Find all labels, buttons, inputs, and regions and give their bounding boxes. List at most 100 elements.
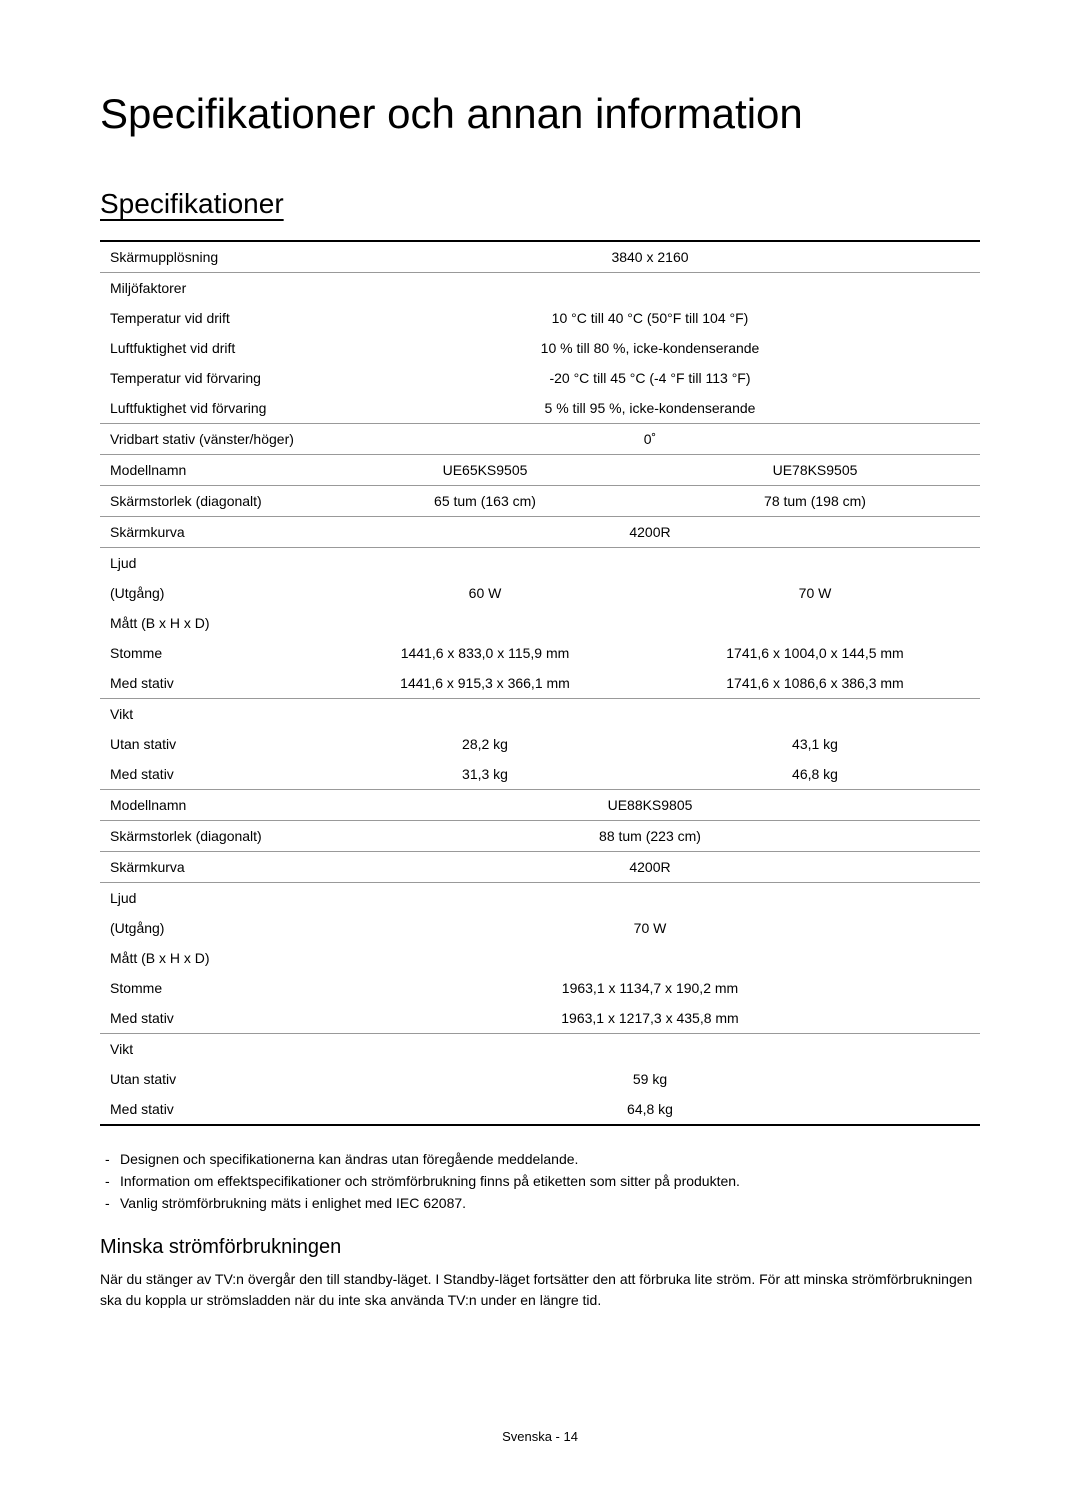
table-row: Skärmkurva 4200R [100, 517, 980, 548]
table-row: (Utgång) 70 W [100, 913, 980, 943]
table-row: Vridbart stativ (vänster/höger) 0˚ [100, 424, 980, 455]
spec-value: 1963,1 x 1134,7 x 190,2 mm [320, 973, 980, 1003]
spec-value: 65 tum (163 cm) [320, 486, 650, 517]
spec-value: 5 % till 95 %, icke-kondenserande [320, 393, 980, 424]
spec-value: UE65KS9505 [320, 455, 650, 486]
spec-label: Utan stativ [100, 729, 320, 759]
notes-list: Designen och specifikationerna kan ändra… [100, 1151, 980, 1211]
spec-label: Temperatur vid drift [100, 303, 320, 333]
spec-value: UE88KS9805 [320, 790, 980, 821]
spec-value: 4200R [320, 517, 980, 548]
body-paragraph: När du stänger av TV:n övergår den till … [100, 1269, 980, 1311]
table-row: Med stativ 1963,1 x 1217,3 x 435,8 mm [100, 1003, 980, 1034]
spec-label: Med stativ [100, 668, 320, 699]
table-row: Vikt [100, 1034, 980, 1065]
spec-label: Mått (B x H x D) [100, 608, 320, 638]
table-row: Luftfuktighet vid drift 10 % till 80 %, … [100, 333, 980, 363]
table-row: Temperatur vid förvaring -20 °C till 45 … [100, 363, 980, 393]
table-row: Utan stativ 28,2 kg 43,1 kg [100, 729, 980, 759]
note-item: Vanlig strömförbrukning mäts i enlighet … [100, 1195, 980, 1211]
spec-label: Skärmkurva [100, 517, 320, 548]
spec-value: 1441,6 x 915,3 x 366,1 mm [320, 668, 650, 699]
page-footer: Svenska - 14 [0, 1429, 1080, 1444]
spec-label: Vikt [100, 1034, 320, 1065]
spec-label: Luftfuktighet vid drift [100, 333, 320, 363]
page-main-title: Specifikationer och annan information [100, 90, 980, 138]
spec-label: Miljöfaktorer [100, 273, 320, 304]
spec-label: Med stativ [100, 1094, 320, 1125]
table-row: Med stativ 1441,6 x 915,3 x 366,1 mm 174… [100, 668, 980, 699]
spec-value: 28,2 kg [320, 729, 650, 759]
spec-label: Stomme [100, 638, 320, 668]
table-row: Skärmupplösning 3840 x 2160 [100, 241, 980, 273]
spec-value: -20 °C till 45 °C (-4 °F till 113 °F) [320, 363, 980, 393]
spec-value [320, 608, 980, 638]
table-row: Stomme 1441,6 x 833,0 x 115,9 mm 1741,6 … [100, 638, 980, 668]
spec-label: Modellnamn [100, 455, 320, 486]
table-row: Skärmstorlek (diagonalt) 65 tum (163 cm)… [100, 486, 980, 517]
table-row: Stomme 1963,1 x 1134,7 x 190,2 mm [100, 973, 980, 1003]
spec-label: Temperatur vid förvaring [100, 363, 320, 393]
subsection-title: Minska strömförbrukningen [100, 1236, 980, 1259]
spec-value: 1963,1 x 1217,3 x 435,8 mm [320, 1003, 980, 1034]
spec-label: Vikt [100, 699, 320, 730]
spec-label: Skärmstorlek (diagonalt) [100, 486, 320, 517]
spec-label: Modellnamn [100, 790, 320, 821]
spec-label: Skärmupplösning [100, 241, 320, 273]
table-row: Med stativ 64,8 kg [100, 1094, 980, 1125]
spec-label: Vridbart stativ (vänster/höger) [100, 424, 320, 455]
spec-value: 60 W [320, 578, 650, 608]
spec-label: Mått (B x H x D) [100, 943, 320, 973]
spec-label: (Utgång) [100, 578, 320, 608]
table-row: Modellnamn UE65KS9505 UE78KS9505 [100, 455, 980, 486]
spec-label: Stomme [100, 973, 320, 1003]
table-row: Med stativ 31,3 kg 46,8 kg [100, 759, 980, 790]
spec-label: (Utgång) [100, 913, 320, 943]
table-row: Utan stativ 59 kg [100, 1064, 980, 1094]
table-row: (Utgång) 60 W 70 W [100, 578, 980, 608]
table-row: Miljöfaktorer [100, 273, 980, 304]
spec-value: 43,1 kg [650, 729, 980, 759]
spec-value: 70 W [320, 913, 980, 943]
note-item: Information om effektspecifikationer och… [100, 1173, 980, 1189]
table-row: Mått (B x H x D) [100, 943, 980, 973]
spec-value: 31,3 kg [320, 759, 650, 790]
spec-table: Skärmupplösning 3840 x 2160 Miljöfaktore… [100, 240, 980, 1126]
spec-value [320, 1034, 980, 1065]
spec-value: 0˚ [320, 424, 980, 455]
spec-value [320, 943, 980, 973]
table-row: Skärmstorlek (diagonalt) 88 tum (223 cm) [100, 821, 980, 852]
spec-value: 10 °C till 40 °C (50°F till 104 °F) [320, 303, 980, 333]
spec-value: 3840 x 2160 [320, 241, 980, 273]
spec-value: 1441,6 x 833,0 x 115,9 mm [320, 638, 650, 668]
spec-value: 70 W [650, 578, 980, 608]
spec-value: 1741,6 x 1086,6 x 386,3 mm [650, 668, 980, 699]
table-row: Ljud [100, 548, 980, 579]
spec-value [320, 699, 980, 730]
spec-value [320, 273, 980, 304]
spec-label: Skärmstorlek (diagonalt) [100, 821, 320, 852]
spec-value: 1741,6 x 1004,0 x 144,5 mm [650, 638, 980, 668]
section-title: Specifikationer [100, 188, 980, 220]
spec-value: 88 tum (223 cm) [320, 821, 980, 852]
spec-value [320, 548, 980, 579]
table-row: Ljud [100, 883, 980, 914]
spec-value: 4200R [320, 852, 980, 883]
table-row: Modellnamn UE88KS9805 [100, 790, 980, 821]
table-row: Skärmkurva 4200R [100, 852, 980, 883]
spec-label: Utan stativ [100, 1064, 320, 1094]
table-row: Mått (B x H x D) [100, 608, 980, 638]
spec-label: Luftfuktighet vid förvaring [100, 393, 320, 424]
table-row: Temperatur vid drift 10 °C till 40 °C (5… [100, 303, 980, 333]
table-row: Vikt [100, 699, 980, 730]
spec-label: Med stativ [100, 759, 320, 790]
spec-label: Ljud [100, 548, 320, 579]
spec-label: Skärmkurva [100, 852, 320, 883]
spec-value: UE78KS9505 [650, 455, 980, 486]
spec-value: 64,8 kg [320, 1094, 980, 1125]
spec-value: 10 % till 80 %, icke-kondenserande [320, 333, 980, 363]
spec-value: 78 tum (198 cm) [650, 486, 980, 517]
note-item: Designen och specifikationerna kan ändra… [100, 1151, 980, 1167]
spec-label: Ljud [100, 883, 320, 914]
table-row: Luftfuktighet vid förvaring 5 % till 95 … [100, 393, 980, 424]
